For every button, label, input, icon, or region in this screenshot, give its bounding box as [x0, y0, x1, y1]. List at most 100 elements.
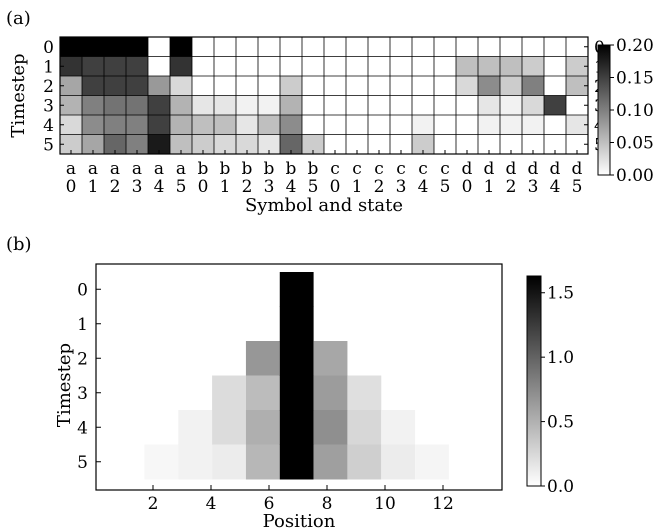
heatmap-cell	[390, 37, 412, 57]
colorbar-gradient	[597, 44, 611, 176]
heatmap-cell	[566, 56, 588, 76]
heatmap-cell	[412, 134, 434, 154]
y-tick-label: 4	[43, 116, 54, 136]
heatmap-cell	[456, 115, 478, 135]
heatmap-cell	[214, 56, 236, 76]
heatmap-cell	[104, 56, 126, 76]
heatmap-cell	[566, 37, 588, 57]
heatmap-cell	[324, 56, 346, 76]
colorbar-tick-label: 0.0	[547, 477, 574, 497]
heatmap-cell	[279, 375, 314, 411]
x-tick-symbol-label: b	[242, 159, 253, 179]
heatmap-cell	[236, 76, 258, 96]
heatmap-cell	[178, 410, 213, 445]
y-tick-label: 0	[77, 280, 88, 300]
x-tick-symbol-label: b	[220, 159, 231, 179]
colorbar-tick-label: 0.15	[616, 69, 654, 89]
heatmap-cell	[192, 56, 214, 76]
heatmap-cell	[212, 410, 246, 445]
y-tick-label: 0	[43, 38, 54, 58]
heatmap-cell	[478, 37, 500, 57]
panel-a-plot-frame	[59, 36, 589, 155]
x-tick-state-label: 0	[66, 177, 77, 197]
heatmap-cell	[434, 115, 456, 135]
x-tick-symbol-label: a	[66, 159, 76, 179]
heatmap-cell	[60, 76, 82, 96]
heatmap-cell	[412, 115, 434, 135]
x-tick-state-label: 1	[484, 177, 495, 197]
heatmap-cell	[566, 115, 588, 135]
x-tick-symbol-label: d	[506, 159, 517, 179]
heatmap-cell	[279, 444, 314, 480]
x-tick-symbol-label: a	[176, 159, 186, 179]
colorbar-tick-label: 0.00	[616, 166, 654, 186]
heatmap-cell	[258, 95, 280, 115]
x-tick-label: 8	[322, 494, 333, 514]
heatmap-cell	[279, 410, 314, 445]
heatmap-cell	[368, 56, 390, 76]
heatmap-cell	[104, 115, 126, 135]
panel-b-colorbar: 0.0 0.5 1.0 1.5	[526, 275, 574, 497]
heatmap-cell	[192, 115, 214, 135]
heatmap-cell	[236, 115, 258, 135]
heatmap-cell	[148, 56, 170, 76]
y-tick-label: 3	[77, 384, 88, 404]
heatmap-cell	[126, 134, 148, 154]
heatmap-cell	[170, 134, 192, 154]
x-tick-state-label: 2	[374, 177, 385, 197]
y-tick-label: 1	[77, 315, 88, 335]
heatmap-cell	[214, 95, 236, 115]
y-tick-label: 1	[43, 57, 54, 77]
heatmap-cell	[236, 95, 258, 115]
heatmap-cell	[126, 37, 148, 57]
heatmap-cell	[456, 56, 478, 76]
x-tick-symbol-label: c	[396, 159, 406, 179]
x-tick-state-label: 0	[198, 177, 209, 197]
x-tick-symbol-label: b	[308, 159, 319, 179]
heatmap-cell	[302, 95, 324, 115]
x-tick-state-label: 4	[418, 177, 429, 197]
heatmap-cell	[82, 95, 104, 115]
y-tick-label: 3	[43, 96, 54, 116]
panel-a-grid	[60, 37, 588, 154]
x-tick-state-label: 4	[154, 177, 165, 197]
heatmap-cell	[456, 76, 478, 96]
x-tick-state-label: 3	[528, 177, 539, 197]
heatmap-cell	[324, 134, 346, 154]
panel-a-x-ticks: a0a1a2a3a4a5b0b1b2b3b4b5c0c1c2c3c4c5d0d1…	[66, 150, 583, 197]
x-tick-symbol-label: a	[110, 159, 120, 179]
x-tick-label: 4	[206, 494, 217, 514]
heatmap-cell	[434, 134, 456, 154]
heatmap-cell	[280, 115, 302, 135]
heatmap-cell	[544, 56, 566, 76]
heatmap-cell	[302, 37, 324, 57]
heatmap-cell	[324, 76, 346, 96]
heatmap-cell	[456, 95, 478, 115]
x-tick-state-label: 3	[132, 177, 143, 197]
heatmap-cell	[245, 341, 280, 376]
panel-a-label: (a)	[6, 8, 31, 29]
heatmap-cell	[313, 444, 348, 480]
heatmap-cell	[104, 37, 126, 57]
heatmap-cell	[236, 37, 258, 57]
heatmap-cell	[368, 37, 390, 57]
heatmap-cell	[324, 95, 346, 115]
panel-b-plot-frame	[95, 263, 503, 491]
x-tick-symbol-label: c	[440, 159, 450, 179]
heatmap-cell	[566, 95, 588, 115]
x-tick-symbol-label: d	[550, 159, 561, 179]
heatmap-cell	[478, 95, 500, 115]
heatmap-cell	[60, 56, 82, 76]
heatmap-cell	[544, 115, 566, 135]
heatmap-cell	[280, 76, 302, 96]
colorbar-tick-label: 1.5	[547, 284, 574, 304]
heatmap-cell	[500, 76, 522, 96]
heatmap-cell	[500, 56, 522, 76]
heatmap-cell	[566, 134, 588, 154]
heatmap-cell	[82, 56, 104, 76]
heatmap-cell	[313, 410, 348, 445]
heatmap-cell	[566, 76, 588, 96]
panel-a-heatmap-cells	[60, 37, 588, 154]
heatmap-cell	[412, 37, 434, 57]
